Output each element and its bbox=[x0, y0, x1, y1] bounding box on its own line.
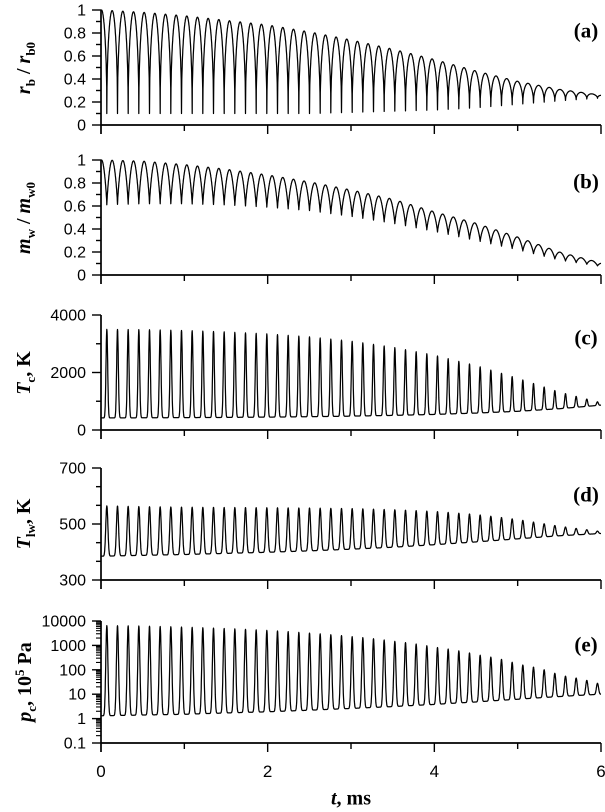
panel-a-curve bbox=[100, 9, 602, 115]
panel-b-y-tick-label: 0.6 bbox=[64, 199, 86, 216]
panel-a-y-tick-label: 0.6 bbox=[64, 49, 86, 66]
panel-b-y-tick-label: 0.4 bbox=[64, 222, 86, 239]
panel-d-ylabel: Tlw, K bbox=[13, 498, 38, 550]
panel-e-y-tick-label: 10 bbox=[68, 687, 86, 704]
panel-c-y-tick-label: 4000 bbox=[50, 308, 86, 325]
panel-c-ylabel: Tc, K bbox=[13, 350, 38, 395]
x-tick-label: 0 bbox=[96, 762, 105, 781]
panel-letter-b: (b) bbox=[573, 169, 599, 194]
panel-a-y-tick-label: 0.8 bbox=[64, 26, 86, 43]
panel-e-ylabel: pc, 105 Pa bbox=[12, 642, 39, 722]
panel-d-y-tick-label: 300 bbox=[59, 573, 86, 590]
panel-a-y-tick-label: 0.2 bbox=[64, 95, 86, 112]
panel-a-y-tick-label: 1 bbox=[77, 3, 86, 20]
panel-a-y-tick-label: 0.4 bbox=[64, 72, 86, 89]
panel-letter-e: (e) bbox=[574, 632, 598, 657]
panel-a-y-tick-label: 0 bbox=[77, 118, 86, 135]
panel-b-y-tick-label: 1 bbox=[77, 153, 86, 170]
panel-e-curve bbox=[100, 625, 602, 717]
panel-c-y-tick-label: 0 bbox=[77, 423, 86, 440]
x-tick-label: 6 bbox=[596, 762, 605, 781]
panel-letter-a: (a) bbox=[573, 18, 599, 43]
panel-b-ylabel: mw / mw0 bbox=[13, 181, 38, 254]
panel-c-y-tick-label: 2000 bbox=[50, 365, 86, 382]
x-tick-label: 4 bbox=[430, 762, 439, 781]
panel-d-curve bbox=[100, 505, 602, 557]
panel-b-curve bbox=[100, 159, 602, 267]
panel-b-y-tick-label: 0.8 bbox=[64, 176, 86, 193]
x-tick-label: 2 bbox=[263, 762, 272, 781]
panel-b-y-tick-label: 0.2 bbox=[64, 245, 86, 262]
panel-a-ylabel: rb / rb0 bbox=[13, 41, 38, 94]
panel-c-curve bbox=[100, 328, 602, 419]
panel-e-y-tick-label: 10000 bbox=[42, 614, 87, 631]
panel-d-y-tick-label: 700 bbox=[59, 461, 86, 478]
panel-d-y-tick-label: 500 bbox=[59, 517, 86, 534]
x-axis-title: t, ms bbox=[330, 787, 372, 810]
panel-b-y-tick-label: 0 bbox=[77, 268, 86, 285]
panel-e-y-tick-label: 100 bbox=[59, 662, 86, 679]
panel-e-y-tick-label: 1 bbox=[77, 711, 86, 728]
panel-e-y-tick-label: 0.1 bbox=[64, 736, 86, 753]
panel-e-y-tick-label: 1000 bbox=[50, 638, 86, 655]
panel-letter-d: (d) bbox=[573, 482, 599, 507]
panel-letter-c: (c) bbox=[574, 325, 598, 350]
